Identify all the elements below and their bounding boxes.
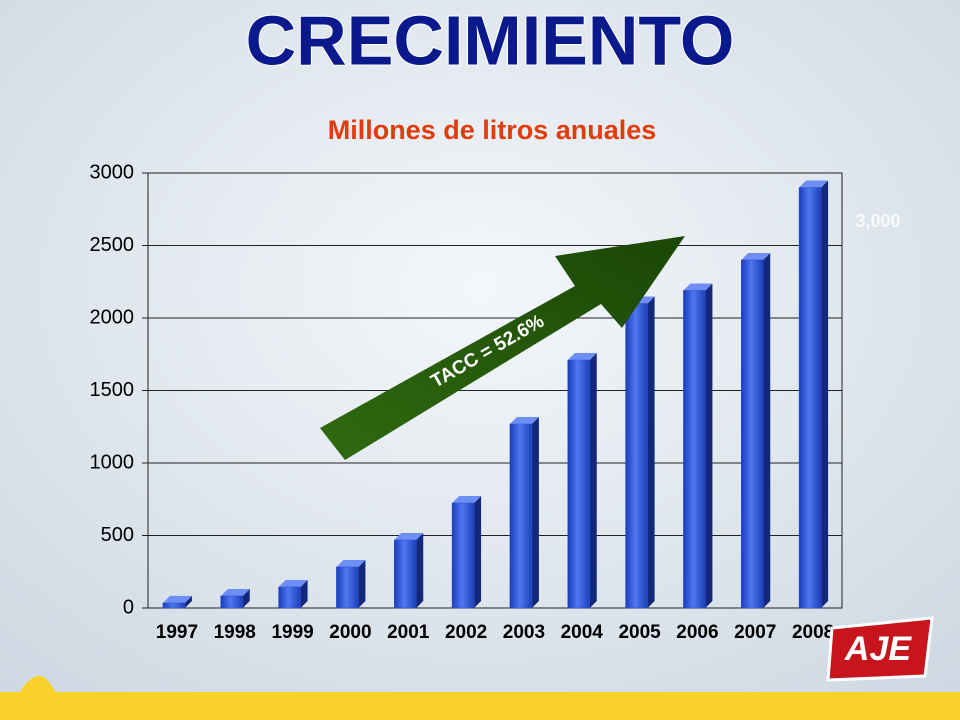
- x-tick-label: 1999: [271, 622, 313, 643]
- x-tick-label: 1997: [156, 622, 198, 643]
- bar-top: [683, 283, 713, 291]
- y-tick-label: 2000: [90, 306, 135, 328]
- bar-side: [821, 180, 829, 608]
- y-tick-label: 500: [101, 524, 134, 546]
- bar: [162, 602, 186, 609]
- bar-side: [474, 496, 482, 608]
- bar: [509, 423, 533, 609]
- x-tick-label: 2007: [734, 622, 776, 643]
- bar-group: [162, 595, 192, 609]
- x-tick-label: 2001: [387, 622, 430, 643]
- x-tick-label: 2003: [503, 622, 545, 643]
- bar-top: [799, 180, 829, 188]
- bar-group: [278, 579, 308, 609]
- chart-subtitle: Millones de litros anuales: [328, 115, 657, 145]
- logo-shape: [826, 616, 934, 682]
- bar-group: [451, 496, 482, 609]
- x-tick-label: 2006: [676, 622, 718, 643]
- chart-title: CRECIMIENTO: [246, 1, 735, 79]
- background-text: 3,000: [855, 211, 900, 231]
- bar-side: [300, 579, 308, 608]
- bar-top: [336, 559, 366, 567]
- y-tick-label: 2500: [90, 234, 135, 256]
- bar: [567, 359, 590, 609]
- bar-group: [625, 296, 655, 609]
- y-tick-label: 3000: [90, 161, 135, 183]
- bar-group: [220, 588, 250, 609]
- bar: [220, 595, 243, 609]
- arrow: [320, 236, 685, 460]
- logo-text: AJE: [844, 630, 912, 668]
- bar: [451, 502, 475, 609]
- x-tick-label: 2000: [329, 622, 371, 643]
- plot-area: 0 500 1000 1500 2000 2500 3000 1997 1998 1999 2000…: [90, 161, 843, 643]
- y-tick-label: 1500: [90, 379, 135, 401]
- x-tick-label: 2008: [792, 622, 834, 643]
- logo: AJE: [826, 616, 934, 682]
- bar-top: [220, 588, 250, 596]
- bar-group: [509, 416, 539, 609]
- x-tick-label: 2005: [618, 622, 661, 643]
- bar-group: [741, 253, 771, 609]
- bar-top: [162, 595, 192, 603]
- bar: [798, 187, 822, 609]
- x-tick-label: 2002: [445, 622, 487, 643]
- bar-side: [763, 253, 771, 608]
- bar-group: [683, 283, 713, 609]
- bar-side: [647, 296, 655, 608]
- bar-group: [798, 180, 829, 609]
- bar-side: [416, 532, 424, 608]
- bar: [336, 566, 359, 609]
- bar: [394, 539, 417, 609]
- x-tick-label: 2004: [561, 622, 604, 643]
- bar-side: [358, 559, 366, 608]
- bar-top: [278, 579, 308, 587]
- bar: [741, 259, 764, 609]
- growth-arrow: [320, 236, 685, 460]
- bar-top: [567, 353, 597, 361]
- bar-side: [589, 353, 597, 608]
- bar-top: [452, 496, 482, 504]
- y-tick-label: 0: [123, 596, 134, 618]
- bar-group: [567, 353, 597, 609]
- bar-side: [184, 595, 192, 608]
- bar-top: [741, 253, 771, 260]
- footer-band: [0, 676, 960, 720]
- bar-top: [509, 416, 539, 424]
- bar-side: [705, 283, 713, 608]
- bar-group: [394, 532, 424, 609]
- bar-group: [336, 559, 366, 609]
- bar: [625, 303, 648, 609]
- bar-side: [531, 416, 539, 608]
- bar: [683, 290, 706, 609]
- bar: [278, 586, 301, 609]
- bar-top: [394, 532, 424, 540]
- x-tick-label: 1998: [214, 622, 256, 643]
- bar-side: [242, 588, 250, 608]
- y-tick-label: 1000: [90, 451, 135, 473]
